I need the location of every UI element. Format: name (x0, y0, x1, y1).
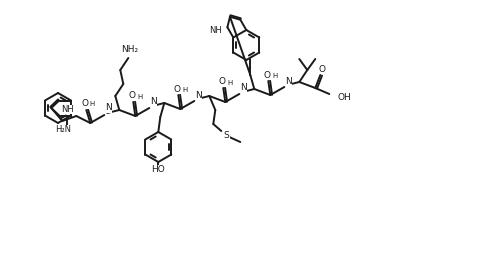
Text: H: H (227, 80, 233, 86)
Text: HO: HO (151, 165, 165, 175)
Text: H: H (138, 94, 143, 100)
Text: O: O (82, 100, 89, 109)
Text: NH: NH (61, 105, 74, 114)
Text: NH₂: NH₂ (121, 46, 138, 55)
Text: N: N (285, 77, 292, 86)
Text: O: O (219, 78, 226, 87)
Text: N: N (240, 83, 246, 92)
Text: O: O (129, 91, 136, 101)
Text: O: O (319, 65, 326, 73)
Text: O: O (264, 70, 271, 80)
Text: N: N (195, 91, 202, 100)
Text: N: N (150, 98, 157, 106)
Text: O: O (174, 84, 181, 93)
Text: NH: NH (209, 26, 222, 35)
Text: N: N (105, 103, 112, 112)
Text: S: S (223, 132, 229, 141)
Text: H: H (273, 73, 278, 79)
Text: H: H (90, 101, 95, 107)
Text: H₂N: H₂N (55, 125, 71, 134)
Text: OH: OH (337, 92, 351, 101)
Text: H: H (183, 87, 188, 93)
